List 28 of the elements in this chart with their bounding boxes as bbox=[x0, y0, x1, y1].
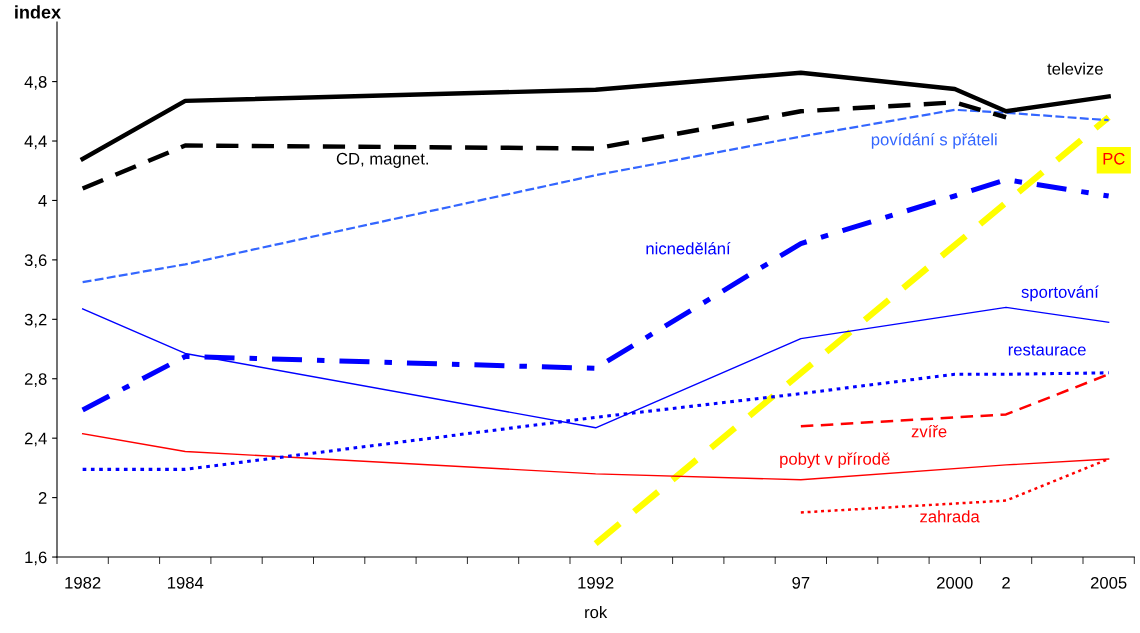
series-label: televize bbox=[1047, 62, 1103, 75]
y-axis-title: index bbox=[15, 5, 61, 19]
x-tick-label: 1982 bbox=[65, 576, 101, 589]
y-tick-label: 2 bbox=[38, 492, 47, 504]
series-label: zahrada bbox=[920, 510, 980, 523]
series-label: CD, magnet. bbox=[336, 152, 429, 168]
y-tick-label: 2,4 bbox=[24, 432, 47, 447]
y-tick-label: 3,6 bbox=[24, 254, 47, 269]
series-label: povídání s přáteli bbox=[871, 133, 997, 149]
x-tick-label: 1992 bbox=[578, 576, 614, 589]
series-label: nicnedělání bbox=[646, 242, 731, 255]
x-tick-label: 2000 bbox=[937, 576, 973, 589]
y-tick-label: 4,4 bbox=[24, 135, 47, 150]
series-label: zvíře bbox=[911, 424, 947, 438]
y-tick-label: 4,8 bbox=[24, 75, 47, 90]
x-tick-label: 97 bbox=[792, 576, 810, 589]
series-label: sportování bbox=[1021, 285, 1099, 302]
y-tick-label: 2,8 bbox=[24, 373, 47, 387]
x-axis-title: rok bbox=[585, 605, 608, 619]
x-tick-label: 1984 bbox=[167, 576, 204, 589]
y-tick-label: 1,6 bbox=[25, 551, 47, 566]
series-label: restaurace bbox=[1008, 344, 1086, 356]
series-label: pobyt v přírodě bbox=[780, 452, 890, 469]
y-tick-label: 3,2 bbox=[24, 313, 47, 328]
y-tick-label: 4 bbox=[38, 195, 47, 207]
series-label: PC bbox=[1103, 152, 1125, 165]
x-tick-label: 2 bbox=[1002, 576, 1010, 589]
x-tick-label: 2005 bbox=[1090, 576, 1127, 589]
